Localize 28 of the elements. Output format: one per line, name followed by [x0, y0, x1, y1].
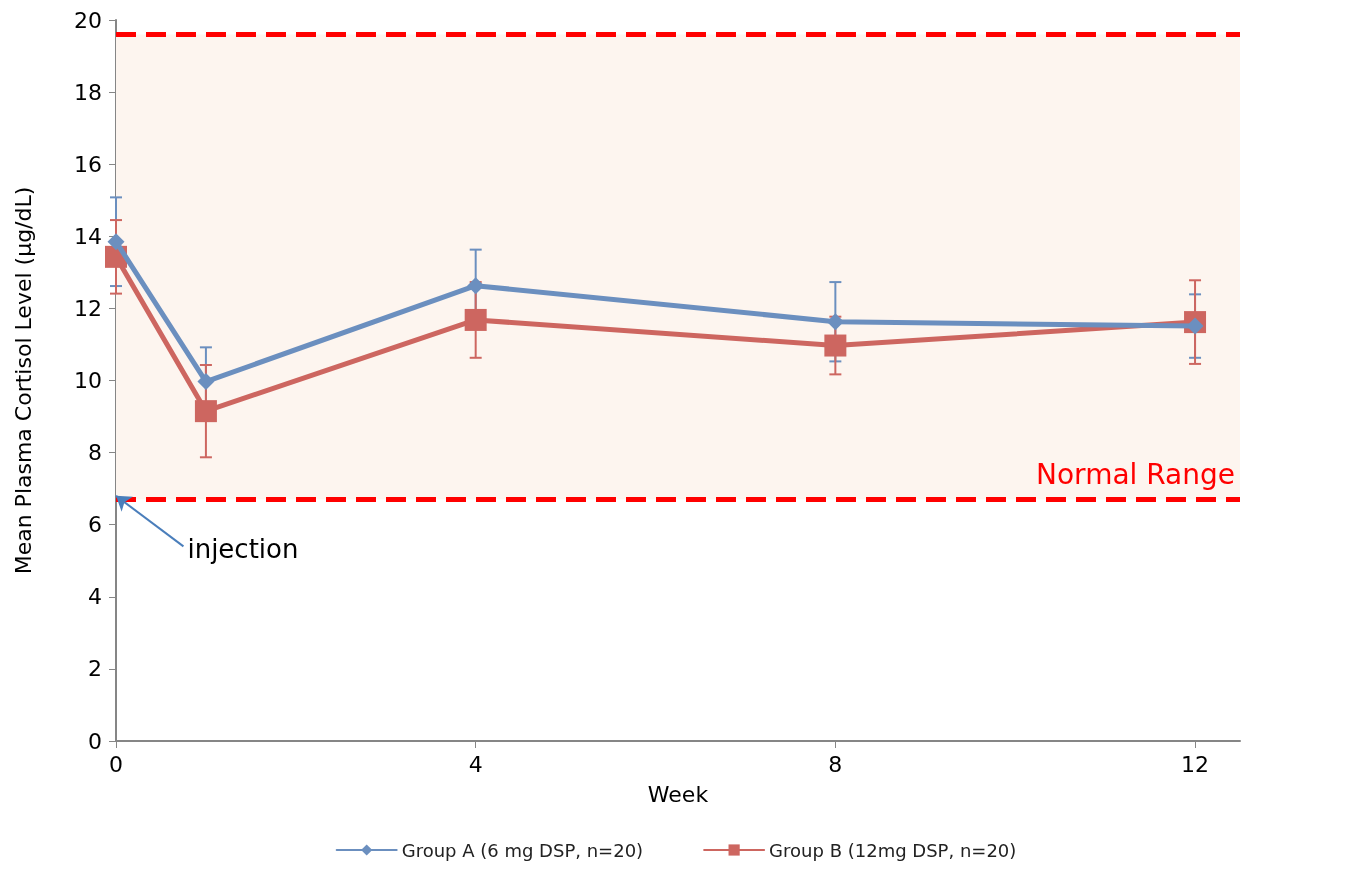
point: [824, 334, 847, 357]
y-tick-label: 6: [88, 512, 102, 538]
x-tick-label: 12: [1181, 751, 1210, 777]
y-tick-label: 18: [74, 79, 102, 105]
y-tick-label: 4: [88, 584, 102, 610]
y-tick-label: 8: [88, 440, 102, 466]
y-tick-label: 10: [74, 368, 102, 393]
y-tick-label: 0: [88, 728, 102, 754]
x-tick-label: 0: [109, 751, 123, 777]
x-axis-title: Week: [647, 781, 709, 807]
y-tick-label: 16: [74, 151, 102, 177]
y-tick-label: 12: [74, 295, 102, 321]
legend-label: Group A (6 mg DSP, n=20): [401, 839, 644, 861]
y-tick-label: 2: [88, 656, 102, 682]
point: [467, 277, 485, 295]
band-label: Normal Range: [1036, 457, 1235, 491]
point: [826, 313, 844, 331]
y-tick-label: 14: [74, 223, 102, 249]
y-axis-title: Mean Plasma Cortisol Level (µg/dL): [10, 186, 36, 575]
x-tick-label: 4: [468, 751, 483, 777]
y-tick-label: 20: [74, 7, 102, 33]
legend-label: Group B (12mg DSP, n=20): [769, 839, 1017, 861]
point: [197, 373, 215, 391]
x-tick-label: 8: [828, 751, 843, 777]
point: [107, 233, 125, 251]
point: [194, 400, 217, 423]
point: [464, 308, 487, 331]
annotation: injection: [187, 534, 299, 565]
